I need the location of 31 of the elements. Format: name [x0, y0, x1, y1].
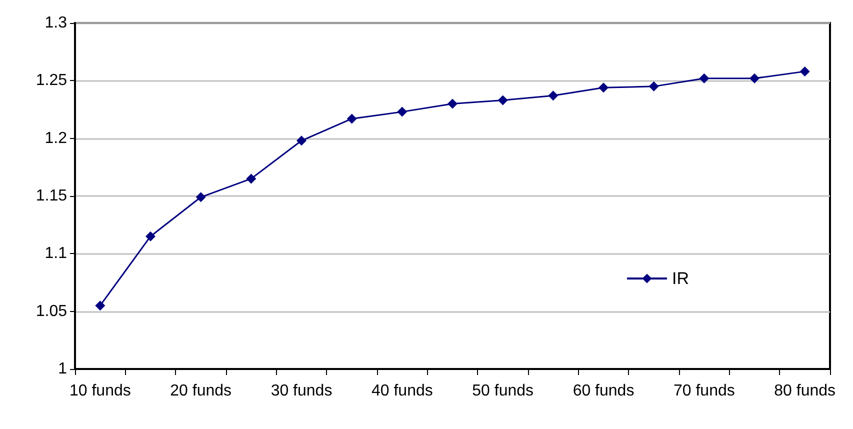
point [95, 300, 106, 311]
point [498, 95, 508, 106]
y-tick-label: 1.2 [44, 130, 68, 147]
point [448, 98, 458, 109]
point [246, 174, 256, 184]
point [296, 136, 306, 146]
point [598, 82, 608, 93]
x-tick-label: 80 funds [774, 382, 836, 400]
point [548, 90, 558, 101]
point [397, 106, 408, 117]
point [750, 73, 760, 84]
x-tick-label: 60 funds [572, 382, 634, 400]
point [699, 73, 710, 84]
point [146, 231, 156, 242]
x-tick-label: 70 funds [673, 382, 735, 400]
x-tick-label: 40 funds [371, 382, 433, 400]
y-tick-label: 1.1 [44, 245, 68, 262]
point [648, 81, 659, 92]
x-tick-label: 10 funds [69, 382, 131, 400]
y-tick-label: 1.3 [44, 14, 68, 32]
y-tick-label: 1.25 [36, 72, 68, 90]
x-tick-label: 50 funds [472, 382, 534, 400]
legend-label: IR [672, 269, 689, 288]
point [800, 66, 810, 76]
y-tick-label: 1.15 [36, 188, 68, 204]
x-tick-label: 30 funds [270, 382, 332, 400]
y-tick-label: 1.05 [36, 302, 68, 320]
point [196, 192, 206, 202]
y-tick-label: 1 [58, 360, 68, 378]
point [346, 114, 357, 124]
x-tick-label: 20 funds [170, 382, 232, 400]
